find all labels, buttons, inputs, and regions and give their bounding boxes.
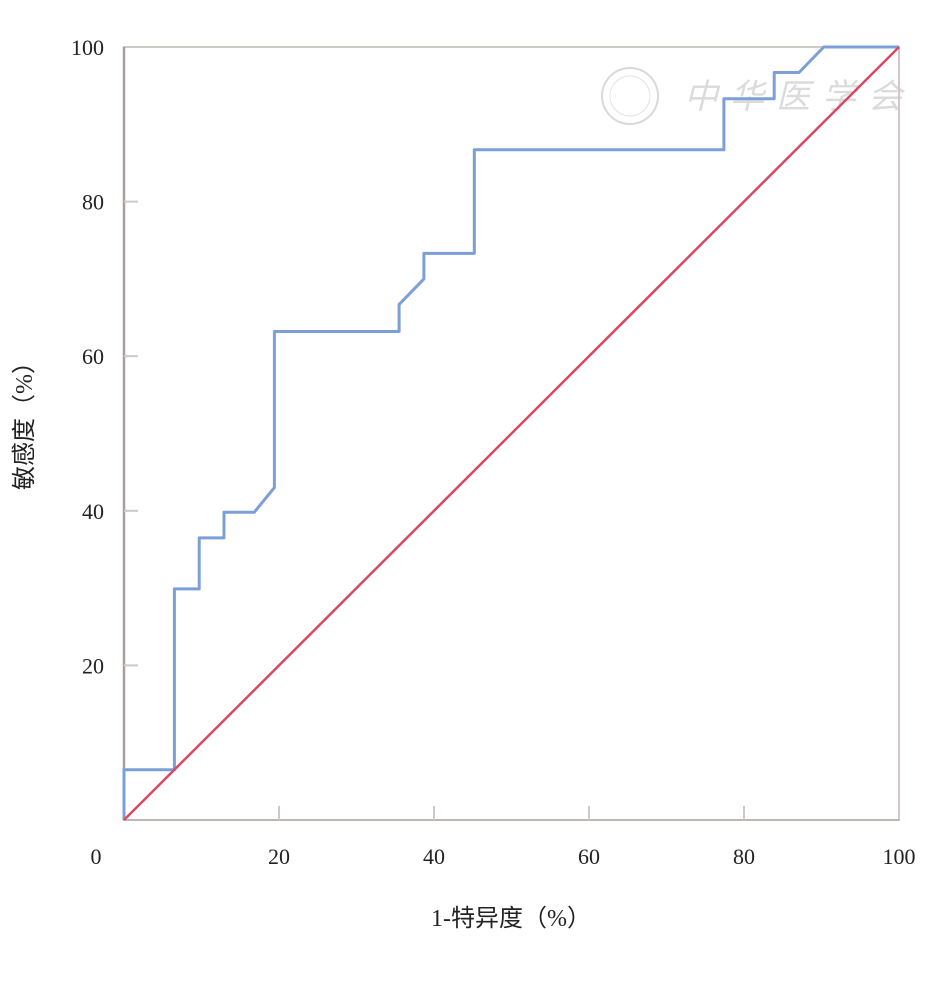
reference-diagonal-line	[123, 46, 900, 821]
x-tick-label: 40	[423, 844, 445, 869]
x-axis-title: 1-特异度（%）	[431, 905, 591, 932]
x-tick-label: 20	[268, 844, 290, 869]
y-tick-label: 100	[71, 35, 104, 60]
watermark-logo: 中华医学会	[601, 67, 914, 125]
y-axis-title: 敏感度（%）	[11, 350, 38, 490]
watermark-text: 中华医学会	[684, 79, 914, 116]
y-tick-label: 40	[82, 499, 104, 524]
x-tick-label: 100	[883, 844, 916, 869]
y-tick-label: 60	[82, 344, 104, 369]
x-tick-label: 0	[91, 844, 102, 869]
axes	[122, 46, 900, 821]
y-tick-label: 20	[82, 653, 104, 678]
x-tick-label: 60	[578, 844, 600, 869]
roc-curve-line	[122, 45, 899, 820]
x-tick-label: 80	[733, 844, 755, 869]
y-tick-label: 80	[82, 190, 104, 215]
